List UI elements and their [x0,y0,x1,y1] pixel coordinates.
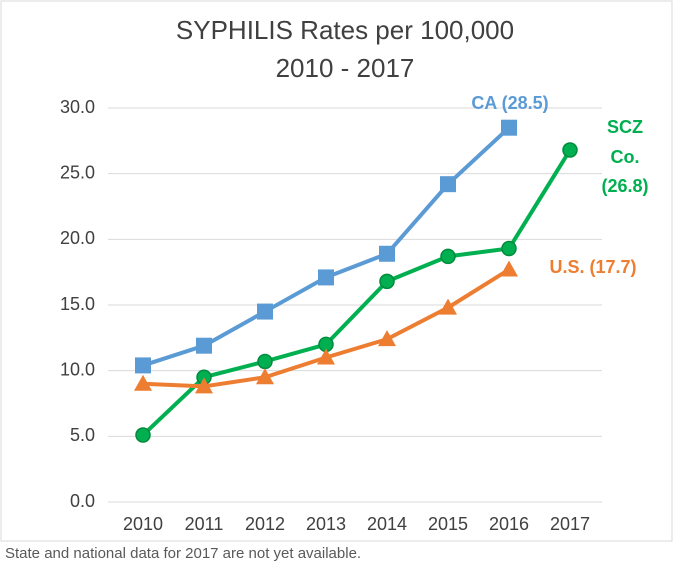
y-tick-label: 30.0 [60,97,95,117]
marker [501,119,517,136]
marker [317,348,335,365]
y-tick-label: 15.0 [60,294,95,314]
marker [501,240,517,257]
series-label: (26.8) [601,176,648,196]
marker [562,142,578,158]
series-line [142,126,511,368]
x-tick-label: 2012 [245,514,285,534]
marker [195,377,213,394]
y-tick-label: 25.0 [60,162,95,182]
series-label: CA (28.5) [471,93,548,113]
marker [256,368,274,385]
y-tick-label: 20.0 [60,228,95,248]
chart-subtitle: 2010 - 2017 [276,53,415,83]
marker [135,427,151,443]
x-tick-label: 2017 [550,514,590,534]
chart-title: SYPHILIS Rates per 100,000 [176,15,514,45]
x-tick-label: 2010 [123,514,163,534]
marker [318,269,334,286]
marker [439,298,457,315]
x-tick-label: 2014 [367,514,407,534]
x-tick-label: 2015 [428,514,468,534]
marker [135,357,151,374]
y-tick-label: 5.0 [70,425,95,445]
y-tick-label: 0.0 [70,491,95,511]
series-line [141,148,572,437]
marker [257,303,273,320]
marker [500,260,518,277]
series-label: U.S. (17.7) [549,257,636,277]
marker [440,176,456,193]
series-label: Co. [611,147,640,167]
marker [379,273,395,290]
x-tick-label: 2011 [185,514,224,534]
marker [378,330,396,347]
x-tick-label: 2013 [306,514,346,534]
series-line [142,267,511,389]
footnote: State and national data for 2017 are not… [5,545,361,562]
x-tick-label: 2016 [489,514,529,534]
series-label: SCZ [607,117,643,137]
marker [196,337,212,354]
marker [379,245,395,262]
marker [134,374,152,391]
chart-border [0,0,673,542]
marker [440,248,456,265]
y-tick-label: 10.0 [60,359,95,379]
marker [257,353,273,370]
